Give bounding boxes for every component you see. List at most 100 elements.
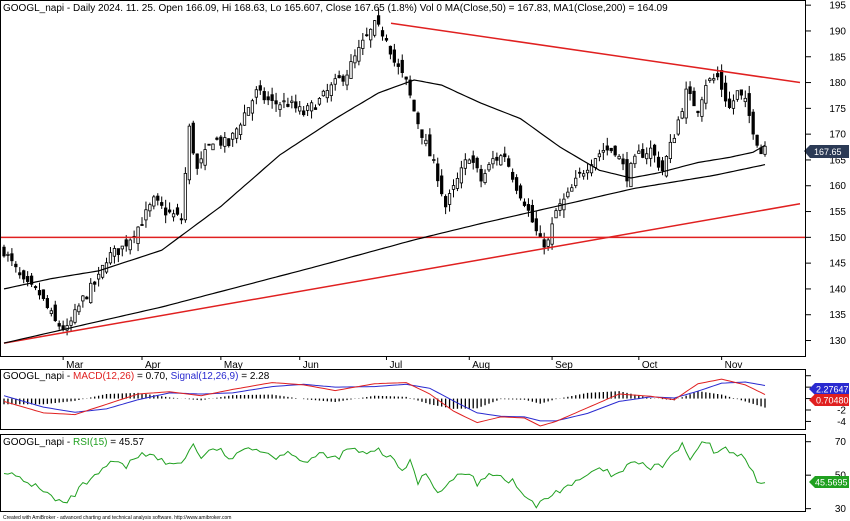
macd-signal-badge-text: 2.27647: [816, 385, 849, 395]
macd-prefix: GOOGL_napi -: [3, 371, 73, 382]
candle-body: [637, 150, 641, 154]
candle-body: [491, 158, 495, 165]
candle-body: [400, 59, 404, 73]
candle-body: [207, 143, 211, 146]
candle-body: [81, 295, 85, 302]
price-header: GOOGL_napi - Daily 2024. 11. 25. Open 16…: [3, 3, 668, 14]
candle-body: [668, 141, 672, 159]
candle-body: [546, 239, 550, 247]
candle-body: [530, 204, 534, 223]
rsi-badge-text: 45.5695: [815, 478, 848, 488]
macd-signal-badge-bg: [809, 383, 849, 395]
candle-body: [716, 73, 720, 78]
candle-body: [680, 111, 684, 119]
ma200-line: [3, 164, 766, 344]
y-tick-label: 150: [829, 233, 846, 244]
candle-body: [593, 158, 598, 168]
candle-body: [436, 163, 440, 182]
candle-body: [152, 196, 156, 207]
candle-body: [507, 158, 511, 167]
candle-body: [597, 153, 602, 158]
candle-body: [443, 196, 448, 208]
candle-body: [747, 93, 751, 116]
candle-body: [57, 323, 61, 327]
candle-body: [755, 134, 759, 146]
candle-body: [467, 159, 471, 164]
candle-body: [148, 204, 152, 212]
price-overlays: [0, 22, 806, 344]
rsi-badge: 45.5695: [809, 476, 849, 488]
y-tick-label: 195: [829, 1, 846, 12]
candle-body: [290, 100, 294, 103]
candle-body: [447, 193, 452, 205]
candle-body: [723, 82, 728, 102]
candle-body: [195, 153, 199, 169]
candle-body: [231, 132, 235, 140]
candle-body: [613, 145, 617, 156]
candle-body: [337, 75, 341, 79]
candle-body: [53, 304, 57, 321]
macd-tick-label: -4: [837, 417, 846, 428]
candle-body: [2, 246, 6, 257]
candle-body: [451, 185, 456, 190]
y-tick-label: 130: [829, 336, 846, 347]
price-badge: 167.65: [804, 145, 849, 158]
candle-body: [294, 101, 298, 109]
candle-body: [14, 263, 18, 268]
candle-body: [384, 38, 389, 41]
candle-body: [479, 168, 483, 182]
macd-badge-bg: [809, 394, 849, 406]
support-trendline: [3, 203, 801, 344]
candle-body: [199, 158, 203, 164]
rsi-badge-bg: [809, 476, 849, 488]
macd-line: [3, 378, 766, 427]
candle-body: [219, 136, 223, 146]
candle-body: [550, 223, 554, 245]
candle-body: [652, 144, 657, 156]
candle-body: [175, 207, 180, 215]
price-frame: [0, 0, 806, 357]
candle-body: [511, 171, 515, 180]
candle-body: [361, 39, 365, 49]
candle-body: [211, 143, 215, 151]
rsi-value: = 45.57: [107, 437, 144, 448]
candle-body: [656, 156, 661, 168]
candle-body: [412, 99, 416, 112]
price-badge-bg: [804, 145, 849, 158]
candle-body: [688, 86, 692, 95]
x-tick-label: Aug: [472, 360, 490, 371]
candle-body: [542, 239, 546, 248]
macd-pane[interactable]: 0-2-4 GOOGL_napi - MACD(12,26) = 0.70, S…: [3, 371, 846, 428]
candle-body: [641, 149, 645, 158]
price-pane[interactable]: 130 135 140 145 150 155 160 165 170 175 180 185 190 1…: [0, 1, 846, 371]
candle-body: [440, 175, 444, 195]
candle-body: [167, 209, 172, 213]
candle-body: [676, 119, 680, 135]
candle-body: [223, 137, 227, 147]
candle-body: [396, 63, 400, 67]
candle-body: [73, 309, 77, 323]
y-tick-label: 145: [829, 259, 846, 270]
candle-body: [420, 129, 424, 138]
candle-body: [495, 156, 499, 161]
candle-body: [227, 138, 231, 147]
candle-body: [203, 149, 207, 166]
candle-body: [116, 248, 120, 255]
macd-frame: [0, 369, 806, 430]
macd-lines: [3, 378, 766, 427]
candle-body: [522, 201, 527, 206]
candle-body: [503, 153, 507, 158]
candle-body: [574, 177, 578, 187]
candle-body: [187, 125, 191, 181]
candle-body: [33, 286, 38, 289]
candle-body: [428, 134, 432, 157]
candle-body: [526, 204, 531, 211]
candle-body: [700, 99, 704, 117]
y-tick-label: 160: [829, 181, 846, 192]
candle-body: [191, 122, 195, 154]
candle-body: [85, 296, 89, 300]
candle-body: [408, 79, 412, 96]
candle-body: [704, 85, 708, 104]
candle-body: [128, 239, 132, 251]
candle-body: [373, 20, 377, 36]
